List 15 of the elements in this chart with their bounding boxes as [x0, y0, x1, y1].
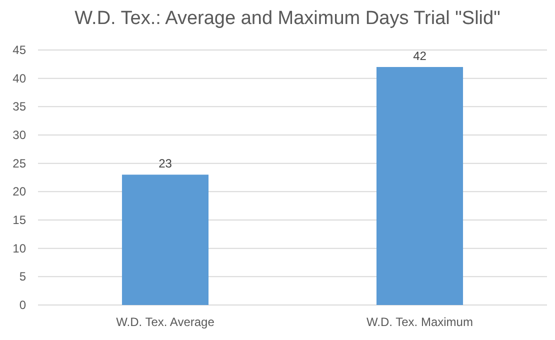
y-tick-label: 0 [19, 298, 26, 312]
y-tick-label: 35 [12, 100, 26, 114]
y-tick-label: 45 [12, 43, 26, 57]
chart-title: W.D. Tex.: Average and Maximum Days Trial "Slid" [74, 8, 500, 29]
y-tick-label: 5 [19, 270, 26, 284]
data-label: 23 [158, 156, 172, 171]
y-tick-label: 20 [12, 184, 26, 199]
data-label: 42 [413, 49, 427, 63]
y-tick-label: 10 [12, 241, 26, 256]
x-tick-label: W.D. Tex. Maximum [366, 315, 473, 329]
x-tick-label: W.D. Tex. Average [116, 315, 215, 329]
y-tick-label: 15 [12, 213, 26, 227]
y-tick-label: 25 [12, 156, 26, 170]
y-tick-label: 40 [12, 71, 26, 86]
y-tick-label: 30 [12, 128, 26, 142]
